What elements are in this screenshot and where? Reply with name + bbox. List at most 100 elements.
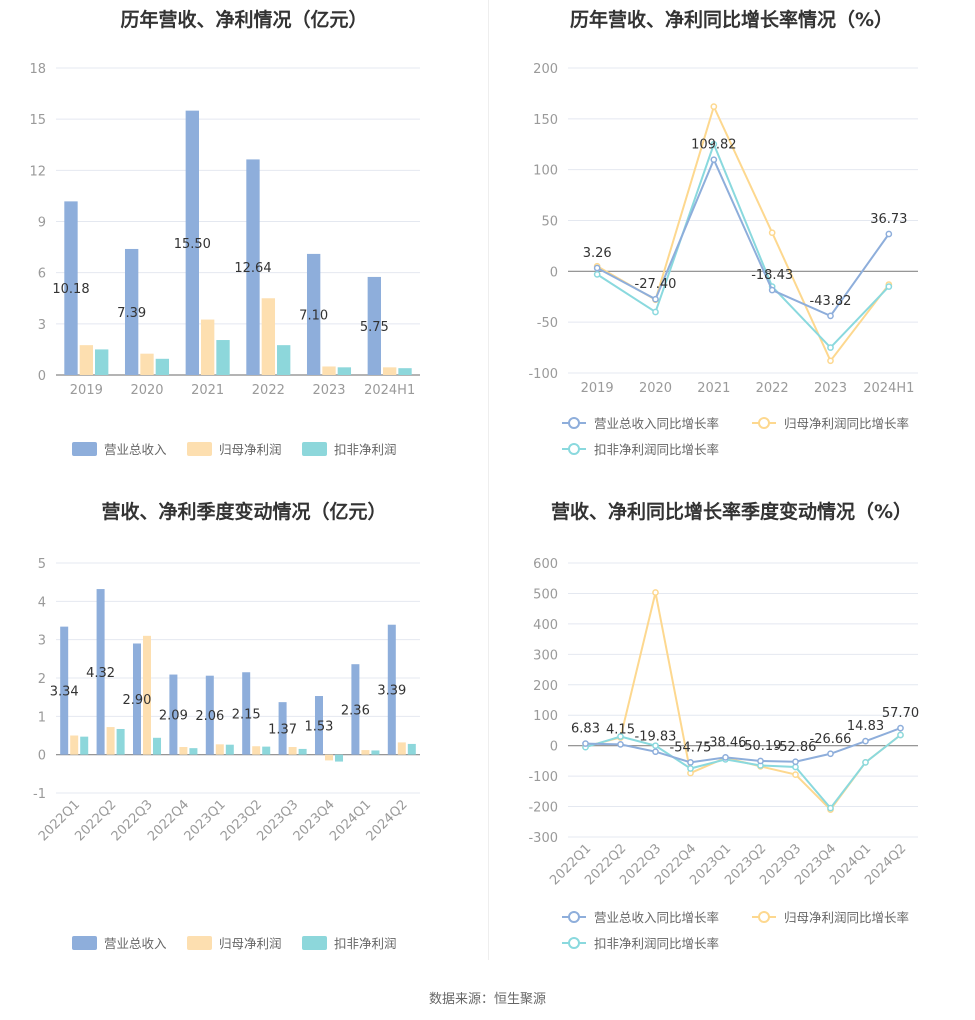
data-label: -52.86 (775, 740, 817, 755)
x-tick-label: 2024H1 (364, 383, 415, 398)
bar-net-profit (361, 750, 370, 755)
quarter-bar-chart: -10123452022Q12022Q22022Q32022Q42023Q120… (33, 557, 420, 951)
bar-net-profit (140, 353, 154, 375)
legend-label: 扣非净利润 (334, 442, 397, 457)
series-line (596, 103, 890, 363)
bar-deducted-profit (153, 737, 162, 755)
bar-net-profit (79, 345, 94, 375)
series-point (593, 264, 601, 272)
x-tick-label: 2019 (70, 383, 103, 398)
y-tick-label: 3 (38, 634, 46, 649)
bar-net-profit (382, 367, 397, 375)
y-tick-label: 0 (550, 265, 558, 280)
data-label: 10.18 (52, 282, 89, 297)
legend-label: 扣非净利润同比增长率 (594, 936, 719, 951)
bar-net-profit (179, 747, 188, 755)
y-tick-label: 1 (38, 710, 46, 725)
series-line (585, 727, 901, 764)
data-label: 3.39 (377, 684, 406, 699)
bar-net-profit (142, 635, 152, 755)
x-tick-label: 2024H1 (863, 381, 914, 396)
y-tick-label: 0 (38, 749, 46, 764)
y-tick-label: 0 (550, 740, 558, 755)
series-point (617, 741, 624, 748)
annual-bar-chart: 0 3 6 9 12 15 18 2019 2020 2021 2022 2023 2024H1 10.1… (29, 62, 420, 457)
bar-net-profit (70, 735, 79, 755)
series-point (862, 759, 869, 766)
y-tick-label: -200 (528, 801, 558, 816)
x-tick-label: 2019 (581, 381, 614, 396)
series-line (585, 734, 902, 810)
y-tick-label: 15 (29, 113, 46, 128)
bar-net-profit (397, 742, 406, 755)
bar-deducted-profit (335, 754, 344, 762)
legend-swatch (72, 442, 97, 456)
bar-revenue (96, 589, 105, 755)
series-point (827, 344, 834, 351)
bar-deducted-profit (216, 340, 230, 375)
panel-quarter-bar: 营收、净利季度变动情况（亿元） -1 0 1 2 3 4 5 2022Q1 2022Q2 2022… (0, 488, 488, 968)
vertical-divider (488, 0, 489, 960)
legend-label: 归母净利润 (219, 442, 282, 457)
bar-deducted-profit (95, 349, 109, 375)
legend-marker (758, 417, 770, 429)
series-point (862, 737, 869, 745)
bar-revenue (246, 159, 260, 375)
bar-deducted-profit (189, 748, 198, 755)
data-label: 12.64 (234, 261, 271, 276)
y-tick-label: 3 (38, 318, 46, 333)
legend-marker (568, 911, 580, 923)
series-point (617, 733, 624, 740)
y-tick-label: 100 (533, 164, 558, 179)
y-tick-label: 18 (29, 62, 46, 77)
panel-quarter-line: 营收、净利同比增长率季度变动情况（%） -300 -200 -100 0 100 200 3… (488, 488, 975, 968)
bar-deducted-profit (277, 345, 291, 375)
series-point (757, 757, 764, 765)
x-tick-label: 2023 (814, 381, 847, 396)
bar-revenue (387, 624, 396, 755)
y-tick-label: 9 (38, 216, 46, 231)
series-point (827, 750, 834, 758)
bar-net-profit (288, 747, 297, 755)
legend-marker (568, 443, 580, 455)
series-point (652, 748, 659, 756)
data-label: 7.39 (117, 306, 146, 321)
legend-label: 归母净利润同比增长率 (784, 910, 909, 925)
legend-marker (568, 417, 580, 429)
series-point (710, 156, 718, 164)
series-point (687, 758, 694, 766)
bar-deducted-profit (262, 746, 271, 755)
y-tick-label: 500 (533, 587, 558, 602)
annual-line-chart: -100 -50 0 50 100 150 200 2019 2020 2021 2022 2023 2… (528, 62, 918, 457)
quarter-line-chart: -300-200-10001002003004005006002022Q1202… (528, 557, 919, 951)
x-tick-label: 2022 (252, 383, 285, 398)
legend-label: 归母净利润同比增长率 (784, 416, 909, 431)
bar-deducted-profit (407, 743, 416, 755)
data-label: 14.83 (847, 719, 884, 734)
bar-net-profit (324, 754, 334, 761)
legend-marker (758, 911, 770, 923)
data-label: 1.37 (268, 722, 297, 737)
chart-title: 营收、净利同比增长率季度变动情况（%） (550, 501, 913, 523)
data-label: 2.15 (232, 707, 261, 722)
bar-deducted-profit (116, 728, 125, 755)
bar-revenue (205, 675, 214, 755)
series-point (885, 230, 893, 238)
data-label: 2.06 (195, 709, 224, 724)
y-tick-label: 150 (533, 113, 558, 128)
legend-swatch (302, 442, 327, 456)
series-point (652, 742, 659, 750)
data-label: 4.32 (86, 666, 115, 681)
series-line (596, 157, 890, 318)
series-point (897, 731, 904, 739)
bar-revenue (242, 672, 251, 755)
series-point (652, 295, 659, 303)
data-label: 2.09 (159, 709, 188, 724)
bar-revenue (169, 674, 178, 755)
bar-revenue (314, 696, 323, 755)
series-point (768, 229, 776, 237)
data-label: 57.70 (882, 706, 919, 721)
data-label: -43.82 (810, 294, 852, 309)
chart-title: 历年营收、净利同比增长率情况（%） (569, 9, 894, 31)
y-tick-label: -50 (537, 316, 558, 331)
